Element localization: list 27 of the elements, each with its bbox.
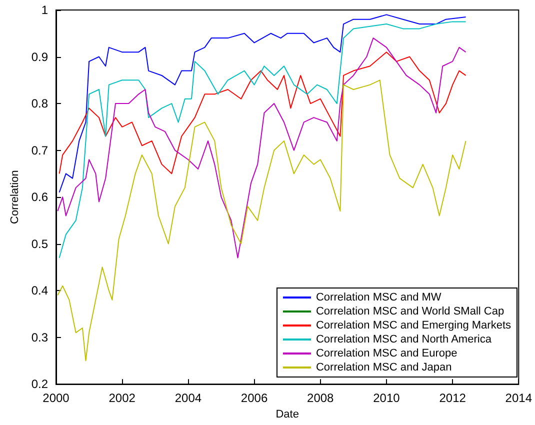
x-tick-label: 2010 (373, 391, 400, 406)
legend-label: Correlation MSC and MW (316, 292, 442, 304)
y-tick-label: 0.8 (31, 96, 48, 111)
x-tick-label: 2000 (42, 391, 70, 406)
legend-label: Correlation MSC and World SMall Cap (316, 306, 504, 318)
line-series (58, 14, 466, 193)
x-axis-title: Date (276, 408, 299, 420)
line-series (58, 52, 466, 174)
x-tick-label: 2002 (108, 391, 136, 406)
y-tick-label: 0.4 (31, 284, 48, 298)
y-tick-label: 0.5 (31, 236, 48, 251)
x-tick-label: 2012 (439, 391, 466, 406)
y-tick-label: 0.3 (31, 330, 48, 344)
y-axis-title: Correlation (8, 170, 21, 224)
y-tick-label: 0.6 (31, 190, 48, 204)
legend-label: Correlation MSC and Europe (316, 348, 458, 360)
y-tick-label: 0.9 (31, 50, 48, 64)
y-tick-label: 0.2 (31, 377, 48, 392)
x-tick-label: 2006 (240, 391, 268, 406)
y-tick-label: 1 (41, 3, 48, 17)
x-tick-label: 2014 (505, 391, 532, 406)
x-tick-label: 2008 (307, 391, 334, 406)
legend-label: Correlation MSC and Emerging Markets (316, 320, 512, 332)
y-tick-label: 0.7 (31, 143, 48, 158)
legend-label: Correlation MSC and Japan (316, 362, 452, 374)
legend-label: Correlation MSC and North America (316, 334, 492, 346)
x-tick-label: 2004 (174, 391, 202, 406)
